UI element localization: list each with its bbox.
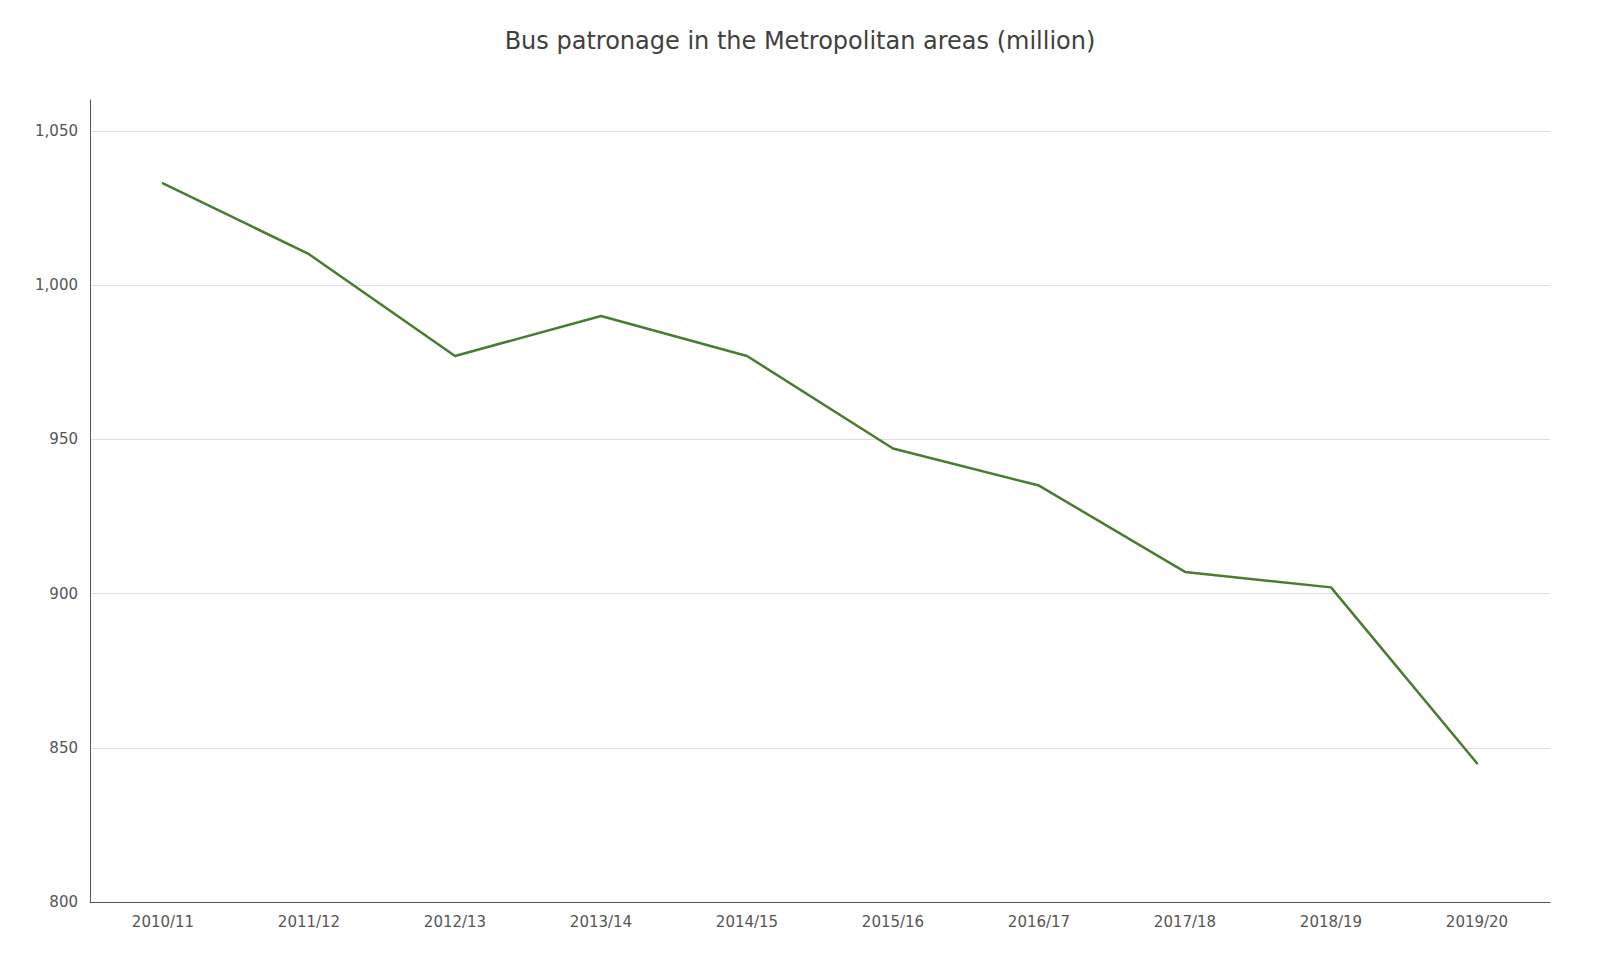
svg-text:2015/16: 2015/16 [862,913,924,931]
svg-text:2016/17: 2016/17 [1008,913,1070,931]
svg-text:2019/20: 2019/20 [1446,913,1508,931]
svg-text:Bus patronage in the Metropoli: Bus patronage in the Metropolitan areas … [505,27,1096,55]
svg-text:1,050: 1,050 [35,122,78,140]
svg-text:900: 900 [49,585,78,603]
svg-text:2012/13: 2012/13 [424,913,486,931]
svg-text:2018/19: 2018/19 [1300,913,1362,931]
svg-text:2017/18: 2017/18 [1154,913,1216,931]
svg-text:950: 950 [49,430,78,448]
svg-text:800: 800 [49,893,78,911]
svg-text:2013/14: 2013/14 [570,913,632,931]
svg-text:2010/11: 2010/11 [132,913,194,931]
svg-text:1,000: 1,000 [35,276,78,294]
svg-text:850: 850 [49,739,78,757]
svg-text:2014/15: 2014/15 [716,913,778,931]
svg-text:2011/12: 2011/12 [278,913,340,931]
